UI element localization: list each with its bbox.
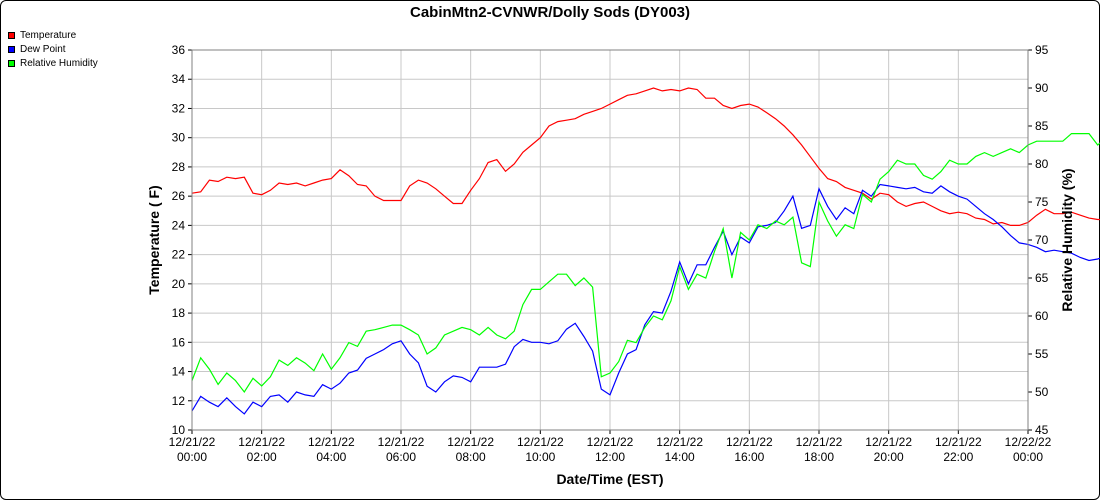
legend-label-temperature: Temperature <box>20 29 77 41</box>
legend-label-dew-point: Dew Point <box>20 43 66 55</box>
legend-item-relative-humidity: Relative Humidity <box>8 56 98 70</box>
x-tick-time-label: 08:00 <box>456 450 486 464</box>
x-tick-date-label: 12/21/22 <box>169 435 216 449</box>
y-tick-label: 18 <box>172 306 186 320</box>
x-tick-date-label: 12/21/22 <box>238 435 285 449</box>
x-tick-date-label: 12/21/22 <box>308 435 355 449</box>
y-tick-label: 14 <box>172 365 186 379</box>
y-tick-label: 30 <box>172 131 186 145</box>
y-axis-label: Temperature ( F) <box>146 185 162 294</box>
series-line-dew-point <box>191 183 1100 415</box>
x-tick-date-label: 12/21/22 <box>378 435 425 449</box>
x-tick-date-label: 12/21/22 <box>796 435 843 449</box>
y2-tick-label: 85 <box>1035 119 1049 133</box>
legend-item-temperature: Temperature <box>8 28 98 42</box>
y-tick-label: 16 <box>172 335 186 349</box>
y2-axis-label: Relative Humidity (%) <box>1059 168 1075 311</box>
series-line-temperature <box>191 87 1100 226</box>
x-tick-time-label: 18:00 <box>804 450 834 464</box>
x-tick-time-label: 02:00 <box>247 450 277 464</box>
x-tick-time-label: 06:00 <box>386 450 416 464</box>
x-tick-date-label: 12/21/22 <box>517 435 564 449</box>
y-tick-label: 20 <box>172 277 186 291</box>
series-line-relative-humidity <box>191 133 1100 394</box>
y2-tick-label: 75 <box>1035 195 1049 209</box>
x-tick-date-label: 12/22/22 <box>1005 435 1052 449</box>
legend-label-relative-humidity: Relative Humidity <box>20 57 98 69</box>
y-tick-label: 24 <box>172 218 186 232</box>
y-tick-label: 12 <box>172 394 186 408</box>
x-axis-label: Date/Time (EST) <box>556 471 663 487</box>
y2-tick-label: 65 <box>1035 271 1049 285</box>
x-tick-date-label: 12/21/22 <box>935 435 982 449</box>
y2-tick-label: 70 <box>1035 233 1049 247</box>
y2-tick-label: 60 <box>1035 309 1049 323</box>
x-tick-time-label: 04:00 <box>316 450 346 464</box>
y-tick-label: 32 <box>172 101 186 115</box>
x-tick-time-label: 14:00 <box>665 450 695 464</box>
y-tick-label: 10 <box>172 423 186 437</box>
x-tick-time-label: 00:00 <box>1013 450 1043 464</box>
y-tick-label: 28 <box>172 160 186 174</box>
y2-tick-label: 80 <box>1035 157 1049 171</box>
x-tick-time-label: 00:00 <box>177 450 207 464</box>
x-tick-date-label: 12/21/22 <box>726 435 773 449</box>
x-tick-time-label: 20:00 <box>874 450 904 464</box>
y-tick-label: 34 <box>172 72 186 86</box>
y2-tick-label: 45 <box>1035 423 1049 437</box>
y-tick-label: 22 <box>172 248 186 262</box>
x-tick-date-label: 12/21/22 <box>865 435 912 449</box>
plot-border <box>191 49 1029 431</box>
y2-tick-label: 95 <box>1035 43 1049 57</box>
y2-tick-label: 55 <box>1035 347 1049 361</box>
legend-swatch-relative-humidity <box>8 59 15 67</box>
y-tick-label: 36 <box>172 43 186 57</box>
x-tick-date-label: 12/21/22 <box>447 435 494 449</box>
x-tick-date-label: 12/21/22 <box>587 435 634 449</box>
legend-swatch-temperature <box>8 31 15 39</box>
y2-tick-label: 90 <box>1035 81 1049 95</box>
chart-title: CabinMtn2-CVNWR/Dolly Sods (DY003) <box>409 4 691 21</box>
legend-item-dew-point: Dew Point <box>8 42 98 56</box>
y2-tick-label: 50 <box>1035 385 1049 399</box>
x-tick-time-label: 10:00 <box>525 450 555 464</box>
x-tick-time-label: 16:00 <box>734 450 764 464</box>
x-tick-date-label: 12/21/22 <box>656 435 703 449</box>
legend-swatch-dew-point <box>8 45 15 53</box>
y-tick-label: 26 <box>172 189 186 203</box>
x-tick-time-label: 22:00 <box>943 450 973 464</box>
x-tick-time-label: 12:00 <box>595 450 625 464</box>
legend: Temperature Dew Point Relative Humidity <box>8 28 98 70</box>
